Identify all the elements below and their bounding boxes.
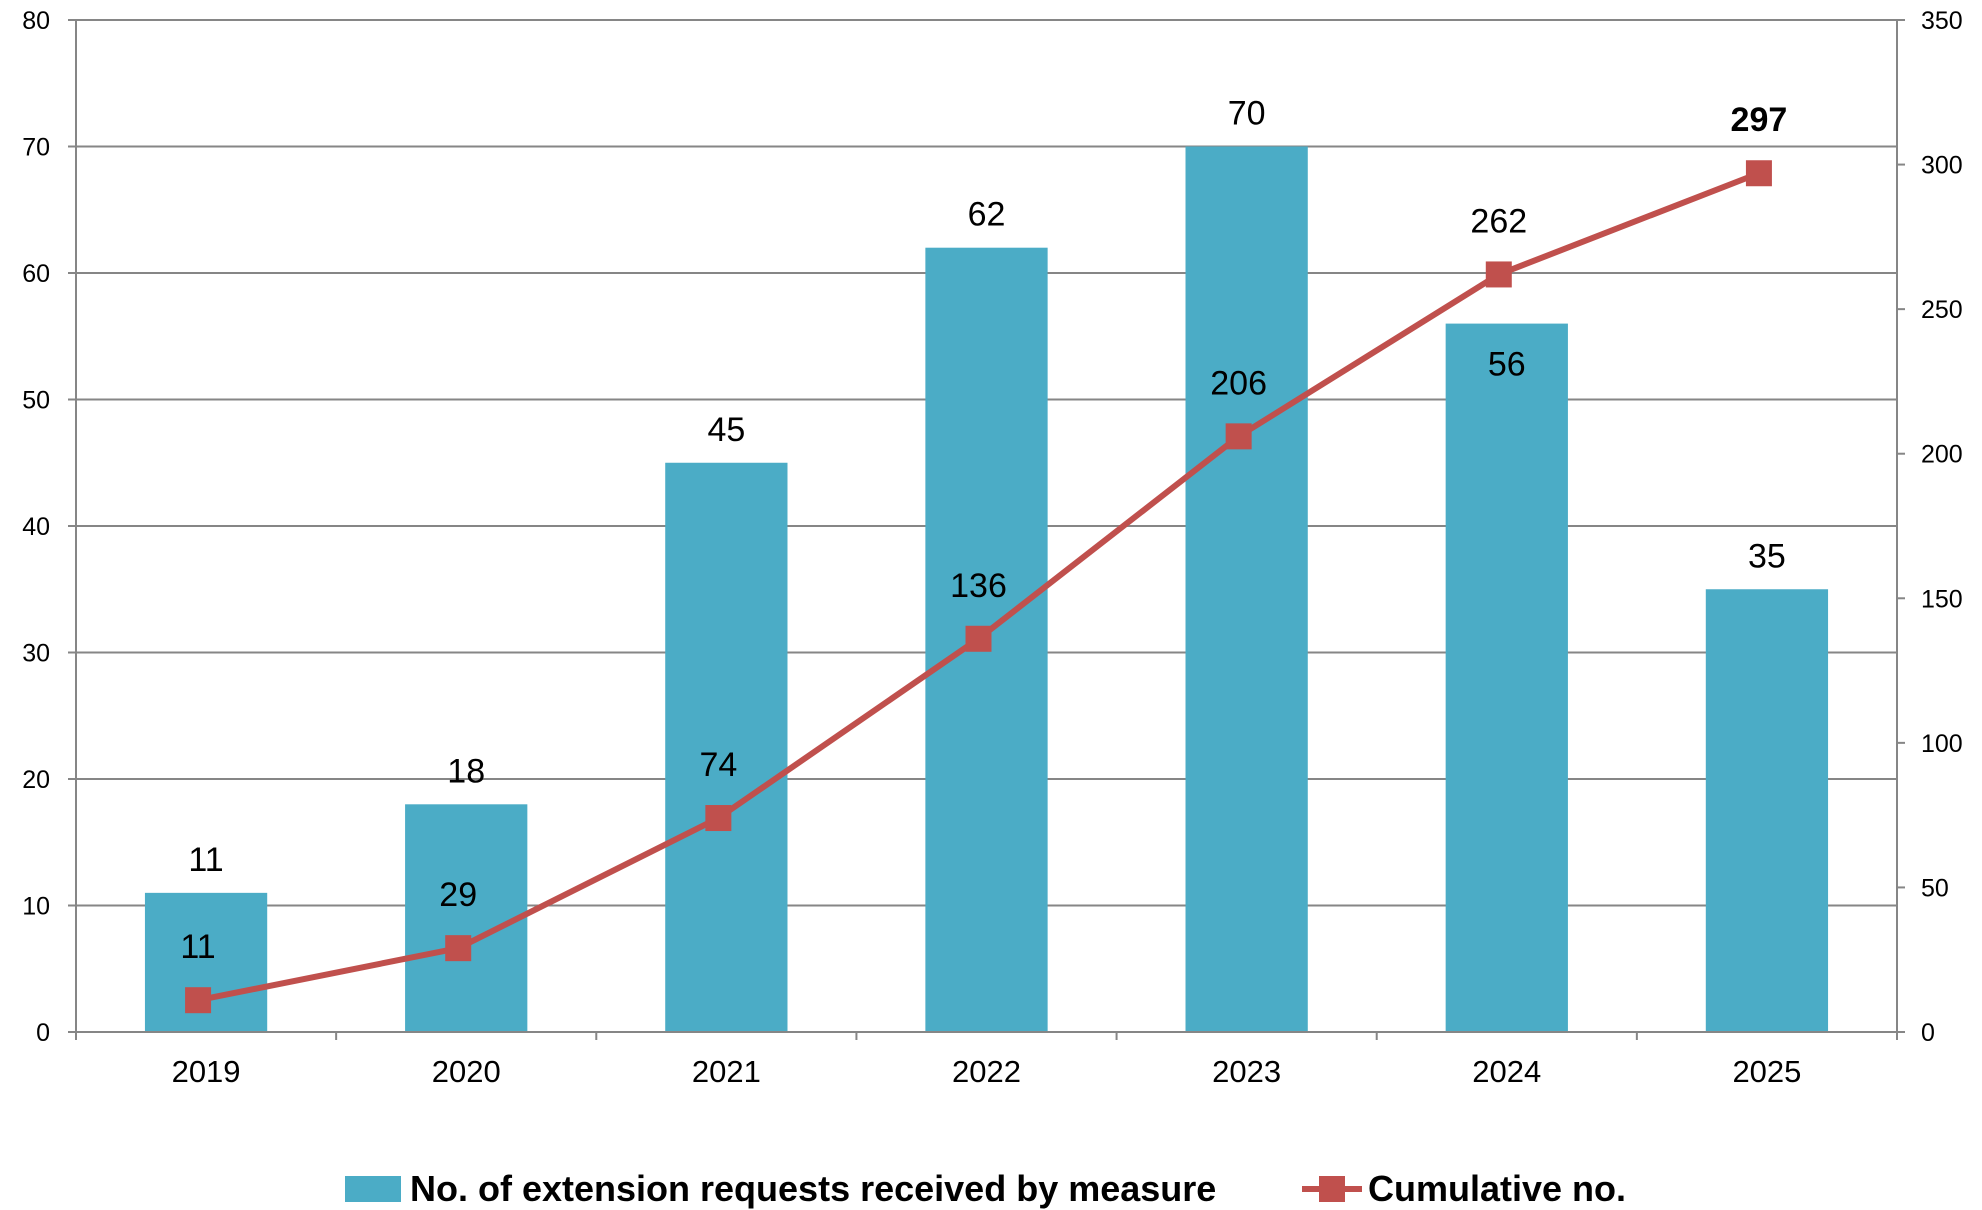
line-marker bbox=[1485, 261, 1512, 288]
line-data-label: 29 bbox=[439, 876, 477, 914]
line-marker bbox=[1745, 160, 1772, 187]
bar-data-label: 62 bbox=[968, 196, 1006, 234]
x-tick-label: 2019 bbox=[172, 1054, 241, 1089]
line-marker bbox=[445, 935, 472, 962]
bar-data-label: 18 bbox=[447, 752, 485, 790]
y-right-tick-label: 300 bbox=[1921, 152, 1963, 180]
line-data-label: 136 bbox=[950, 567, 1007, 605]
x-tick-label: 2021 bbox=[692, 1054, 761, 1089]
y-left-tick-label: 20 bbox=[22, 766, 50, 794]
y-right-tick-label: 50 bbox=[1921, 874, 1949, 902]
x-tick-label: 2023 bbox=[1212, 1054, 1281, 1089]
y-left-tick-label: 0 bbox=[36, 1019, 50, 1047]
legend-bar-label: No. of extension requests received by me… bbox=[410, 1168, 1216, 1209]
y-left-tick-label: 80 bbox=[22, 7, 50, 35]
x-tick-label: 2020 bbox=[432, 1054, 501, 1089]
legend-line-marker bbox=[1319, 1176, 1345, 1202]
line-marker bbox=[965, 625, 992, 652]
y-right-tick-label: 350 bbox=[1921, 7, 1963, 35]
y-left-tick-label: 60 bbox=[22, 260, 50, 288]
line-data-label: 297 bbox=[1731, 101, 1788, 139]
x-tick-label: 2024 bbox=[1472, 1054, 1541, 1089]
axes: 0 10 20 30 40 50 60 70 80 0 50 100 150 200 250 300 350 20… bbox=[22, 7, 1963, 1089]
bar-series bbox=[144, 146, 1829, 1033]
bar-data-label: 70 bbox=[1228, 95, 1266, 133]
y-left-tick-label: 70 bbox=[22, 134, 50, 162]
bar-data-label: 11 bbox=[188, 841, 223, 879]
bar-data-label: 45 bbox=[707, 411, 745, 449]
bar bbox=[1185, 146, 1308, 1032]
cumulative-line-series bbox=[185, 160, 1772, 1014]
line-data-label: 74 bbox=[699, 746, 737, 784]
bar bbox=[1445, 323, 1568, 1033]
line-marker bbox=[185, 987, 212, 1014]
y-left-tick-label: 10 bbox=[22, 893, 50, 921]
y-left-tick-label: 40 bbox=[22, 513, 50, 541]
line-data-label: 206 bbox=[1210, 364, 1267, 402]
legend-line-label: Cumulative no. bbox=[1368, 1168, 1626, 1209]
legend-bar-swatch bbox=[345, 1176, 401, 1202]
y-right-tick-label: 250 bbox=[1921, 296, 1963, 324]
line-data-label: 11 bbox=[180, 928, 215, 966]
line-marker bbox=[1225, 423, 1252, 450]
bar bbox=[1705, 589, 1829, 1032]
y-left-tick-label: 30 bbox=[22, 640, 50, 668]
x-tick-label: 2025 bbox=[1732, 1054, 1801, 1089]
data-labels: 11 18 45 62 70 56 35 11 29 74 136 206 262 297 bbox=[180, 95, 1787, 967]
legend: No. of extension requests received by me… bbox=[345, 1168, 1626, 1209]
y-right-tick-label: 100 bbox=[1921, 730, 1963, 758]
bar-data-label: 56 bbox=[1488, 346, 1526, 384]
bar-data-label: 35 bbox=[1748, 537, 1786, 575]
y-left-tick-label: 50 bbox=[22, 387, 50, 415]
bar bbox=[665, 462, 788, 1032]
line-marker bbox=[705, 805, 732, 832]
bar bbox=[405, 804, 528, 1032]
line-data-label: 262 bbox=[1470, 202, 1527, 240]
y-right-tick-label: 0 bbox=[1921, 1019, 1935, 1047]
y-right-tick-label: 150 bbox=[1921, 585, 1963, 613]
x-tick-label: 2022 bbox=[952, 1054, 1021, 1089]
y-right-tick-label: 200 bbox=[1921, 441, 1963, 469]
